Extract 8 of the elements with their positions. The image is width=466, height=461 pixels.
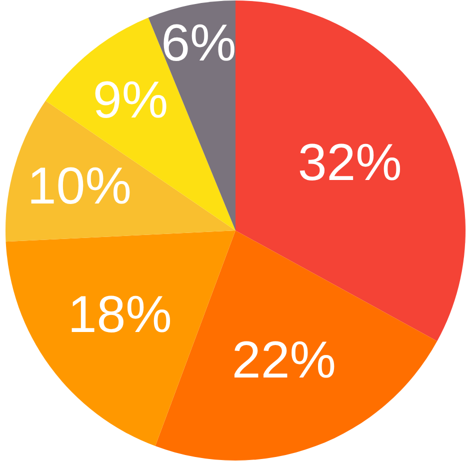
data-label: 6% xyxy=(161,14,236,72)
data-label: 18% xyxy=(68,286,172,344)
data-label: 10% xyxy=(27,157,132,216)
pie-slice xyxy=(236,0,466,342)
pie-slice xyxy=(6,230,236,446)
data-label: 32% xyxy=(298,134,402,192)
data-label: 9% xyxy=(92,72,168,130)
data-label: 22% xyxy=(232,332,336,390)
